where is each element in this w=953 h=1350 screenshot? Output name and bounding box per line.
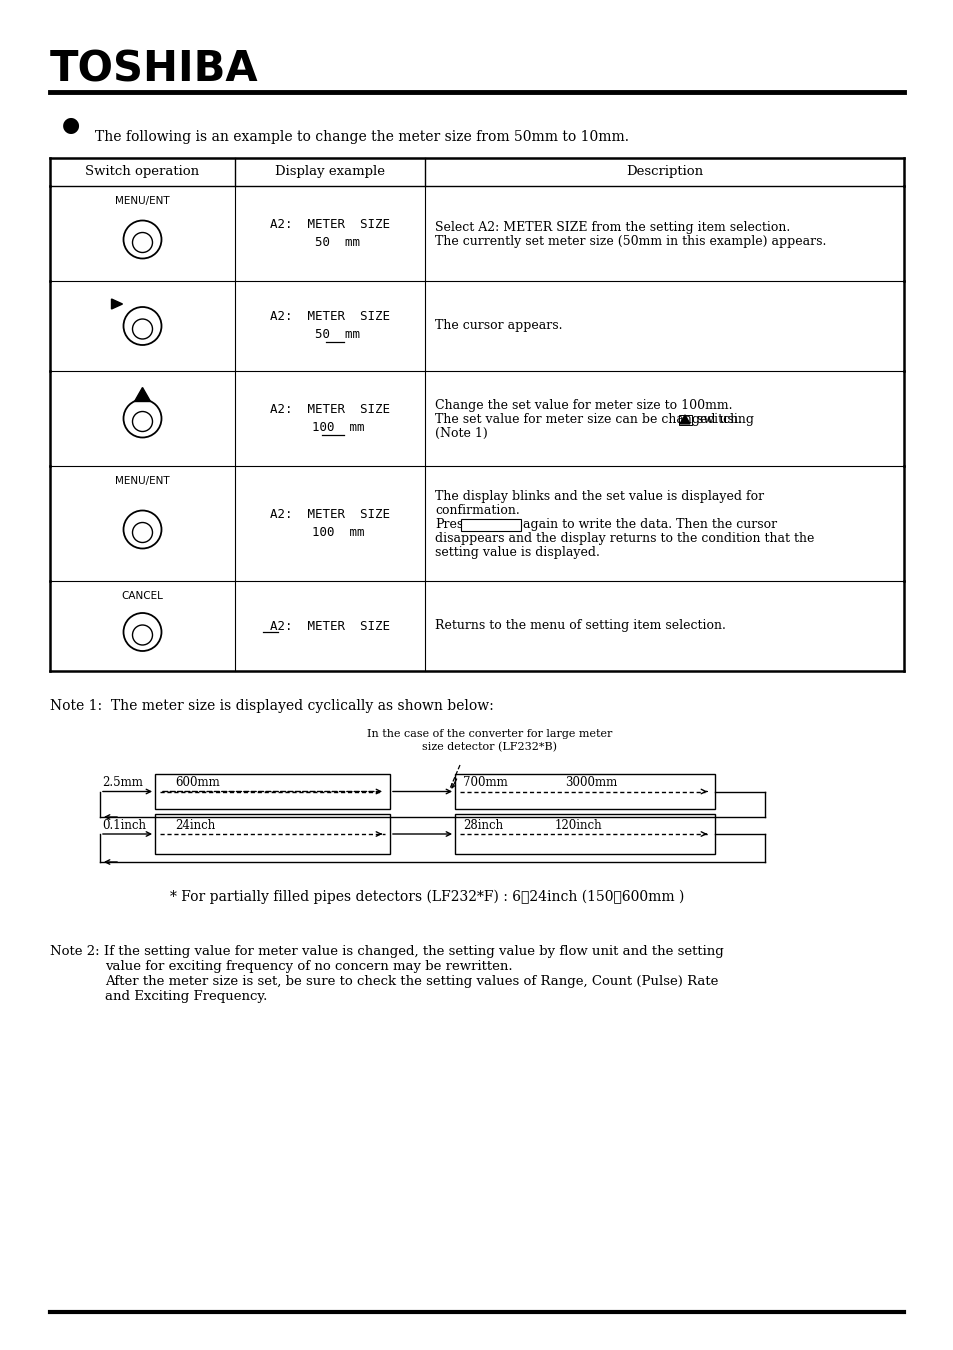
Text: A2:  METER  SIZE: A2: METER SIZE bbox=[270, 404, 390, 416]
Text: value for exciting frequency of no concern may be rewritten.: value for exciting frequency of no conce… bbox=[105, 960, 512, 973]
Text: A2:  METER  SIZE: A2: METER SIZE bbox=[270, 310, 390, 324]
Text: 100  mm: 100 mm bbox=[312, 526, 364, 539]
Text: * For partially filled pipes detectors (LF232*F) : 6～24inch (150～600mm ): * For partially filled pipes detectors (… bbox=[170, 890, 683, 905]
Text: Switch operation: Switch operation bbox=[86, 166, 199, 178]
Text: A2:  METER  SIZE: A2: METER SIZE bbox=[270, 620, 390, 633]
Text: The following is an example to change the meter size from 50mm to 10mm.: The following is an example to change th… bbox=[95, 130, 628, 144]
Text: 28inch: 28inch bbox=[462, 819, 502, 832]
Text: The currently set meter size (50mm in this example) appears.: The currently set meter size (50mm in th… bbox=[435, 235, 825, 248]
Text: 50  mm: 50 mm bbox=[315, 236, 360, 248]
Text: size detector (LF232*B): size detector (LF232*B) bbox=[422, 741, 557, 752]
Text: switch.: switch. bbox=[692, 413, 741, 427]
Text: After the meter size is set, be sure to check the setting values of Range, Count: After the meter size is set, be sure to … bbox=[105, 975, 718, 988]
Text: 50  mm: 50 mm bbox=[315, 328, 360, 342]
Text: again to write the data. Then the cursor: again to write the data. Then the cursor bbox=[523, 518, 777, 532]
Text: CANCEL: CANCEL bbox=[121, 591, 163, 601]
Text: TOSHIBA: TOSHIBA bbox=[50, 49, 258, 90]
Text: Description: Description bbox=[625, 166, 702, 178]
Bar bbox=[154, 774, 390, 809]
Text: 700mm: 700mm bbox=[462, 776, 507, 790]
Polygon shape bbox=[134, 387, 151, 401]
Text: 600mm: 600mm bbox=[174, 776, 219, 790]
Text: In the case of the converter for large meter: In the case of the converter for large m… bbox=[367, 729, 612, 738]
Bar bbox=[154, 814, 390, 855]
Text: Display example: Display example bbox=[274, 166, 385, 178]
Bar bbox=[455, 774, 714, 809]
Text: 3000mm: 3000mm bbox=[564, 776, 617, 790]
Text: confirmation.: confirmation. bbox=[435, 505, 519, 517]
Text: disappears and the display returns to the condition that the: disappears and the display returns to th… bbox=[435, 532, 814, 545]
Text: Press: Press bbox=[435, 518, 469, 532]
Text: The display blinks and the set value is displayed for: The display blinks and the set value is … bbox=[435, 490, 763, 504]
Bar bbox=[455, 814, 714, 855]
Text: and Exciting Frequency.: and Exciting Frequency. bbox=[105, 990, 267, 1003]
Polygon shape bbox=[679, 414, 689, 424]
Text: The cursor appears.: The cursor appears. bbox=[435, 320, 562, 332]
Text: setting value is displayed.: setting value is displayed. bbox=[435, 547, 599, 559]
Text: 120inch: 120inch bbox=[555, 819, 602, 832]
Text: (Note 1): (Note 1) bbox=[435, 428, 487, 440]
Text: Note 2: If the setting value for meter value is changed, the setting value by fl: Note 2: If the setting value for meter v… bbox=[50, 945, 723, 958]
Text: Returns to the menu of setting item selection.: Returns to the menu of setting item sele… bbox=[435, 620, 725, 633]
Bar bbox=[679, 414, 691, 425]
Text: ●: ● bbox=[62, 115, 80, 135]
Text: A2:  METER  SIZE: A2: METER SIZE bbox=[270, 508, 390, 521]
Text: The set value for meter size can be changed using: The set value for meter size can be chan… bbox=[435, 413, 758, 427]
Text: Select A2: METER SIZE from the setting item selection.: Select A2: METER SIZE from the setting i… bbox=[435, 221, 789, 235]
Text: 100  mm: 100 mm bbox=[312, 421, 364, 433]
Text: 24inch: 24inch bbox=[174, 819, 215, 832]
Bar bbox=[461, 518, 521, 531]
Text: MENU/ENT: MENU/ENT bbox=[115, 477, 170, 486]
Text: MENU/ENT: MENU/ENT bbox=[115, 196, 170, 207]
Text: Change the set value for meter size to 100mm.: Change the set value for meter size to 1… bbox=[435, 400, 732, 412]
Polygon shape bbox=[112, 298, 122, 309]
Text: Note 1:  The meter size is displayed cyclically as shown below:: Note 1: The meter size is displayed cycl… bbox=[50, 699, 494, 713]
Text: A2:  METER  SIZE: A2: METER SIZE bbox=[270, 217, 390, 231]
Text: 2.5mm: 2.5mm bbox=[102, 776, 143, 790]
Text: 0.1inch: 0.1inch bbox=[102, 819, 146, 832]
